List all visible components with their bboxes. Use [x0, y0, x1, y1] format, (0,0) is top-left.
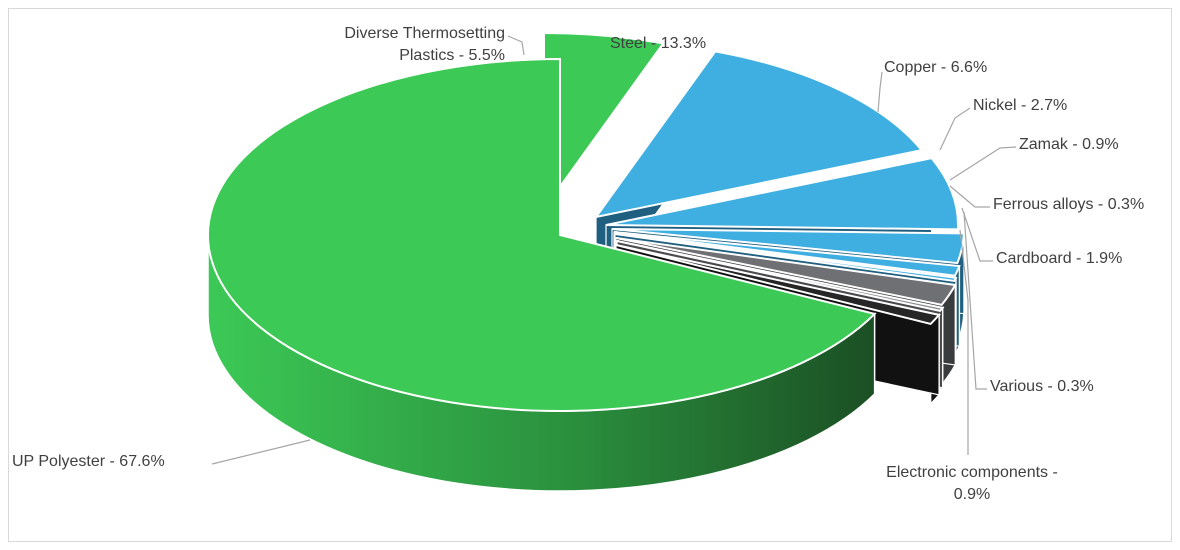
label-nickel: Nickel - 2.7%: [973, 97, 1067, 114]
label-cardboard: Cardboard - 1.9%: [996, 250, 1122, 267]
leader-zamak: [949, 146, 1017, 181]
leader-cardboard: [961, 207, 993, 262]
pie-tops: [207, 31, 965, 412]
data-labels: UP Polyester - 67.6% Diverse Thermosettin…: [12, 25, 1144, 503]
slice-zamak: [613, 231, 961, 277]
label-diverse-thermosetting-plastics: Diverse Thermosetting Plastics - 5.5%: [344, 25, 505, 64]
slice-copper: [605, 157, 959, 231]
leader-nickel: [939, 107, 971, 151]
label-electronic-components: Electronic components -0.9%: [886, 464, 1058, 503]
leader-copper: [877, 71, 883, 113]
label-up-polyester: UP Polyester - 67.6%: [12, 453, 165, 470]
leader-up-polyester: [211, 439, 311, 465]
label-steel: Steel - 13.3%: [610, 35, 706, 52]
leader-diverse-thermosetting-plastics: [507, 35, 525, 56]
slice-up-polyester: [207, 57, 877, 412]
leader-lines: [211, 35, 1017, 465]
leader-electronic-components: [959, 229, 969, 455]
slice-ferrous-alloys: [614, 233, 958, 283]
leader-various: [963, 211, 987, 390]
label-zamak: Zamak - 0.9%: [1019, 136, 1119, 153]
slice-various: [616, 240, 945, 313]
slice-steel: [593, 50, 924, 219]
slice-cardboard: [615, 237, 957, 306]
label-various: Various - 0.3%: [990, 378, 1094, 395]
label-ferrous-alloys: Ferrous alloys - 0.3%: [993, 196, 1144, 213]
leader-ferrous-alloys: [949, 185, 990, 208]
slice-diverse-thermosetting-plastics: [543, 31, 665, 213]
label-copper: Copper - 6.6%: [884, 59, 987, 76]
slice-electronic-components: [615, 244, 941, 326]
